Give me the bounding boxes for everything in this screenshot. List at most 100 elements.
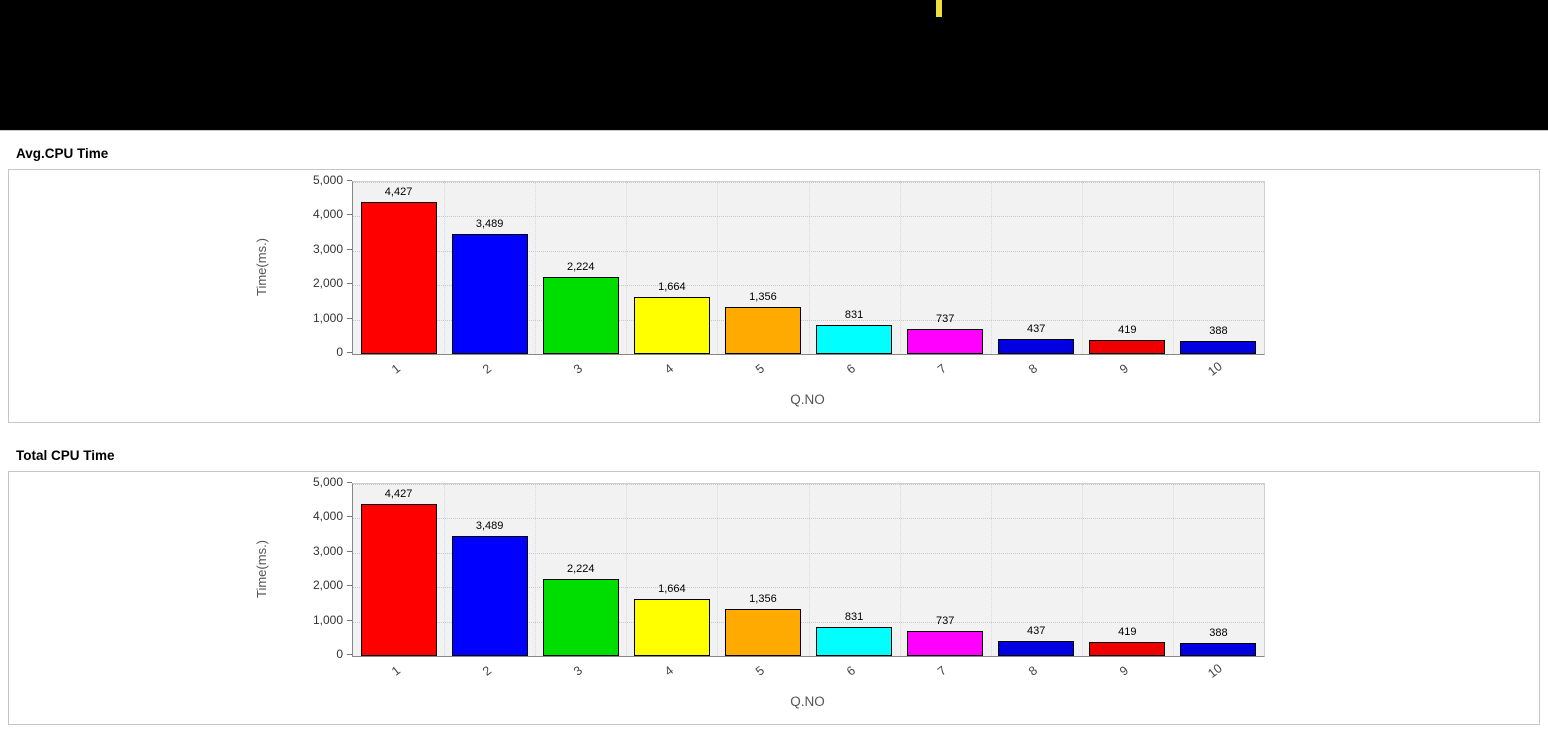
grid-line-vertical <box>444 484 446 656</box>
y-axis-title: Time(ms.) <box>254 540 269 599</box>
y-axis-tick-label: 0 <box>336 345 343 359</box>
grid-line-horizontal <box>353 552 1264 554</box>
y-axis-tick <box>347 654 352 655</box>
bar-value-label: 3,489 <box>475 519 504 532</box>
bar-value-label: 831 <box>844 309 864 322</box>
grid-line-horizontal <box>353 285 1264 287</box>
y-axis-tick-label: 3,000 <box>312 241 343 256</box>
grid-line-vertical <box>626 182 628 354</box>
bar-value-label: 1,664 <box>658 280 686 293</box>
y-axis-title: Time(ms.) <box>254 238 269 297</box>
bar <box>633 296 710 354</box>
top-banner <box>0 0 1548 131</box>
bar-value-label: 419 <box>1118 625 1137 638</box>
bar <box>542 277 619 354</box>
bar <box>998 338 1075 354</box>
y-axis-tick-label: 5,000 <box>312 173 343 187</box>
bar-value-label: 388 <box>1209 626 1228 639</box>
y-axis-tick-label: 2,000 <box>312 578 343 593</box>
bar <box>360 503 437 656</box>
y-axis-tick <box>347 482 352 483</box>
section-total-cpu-time: Total CPU Time 4,427 3,489 2,224 1,664 1,356… <box>0 448 1548 725</box>
grid-line-vertical <box>1081 182 1083 354</box>
y-axis-tick <box>347 352 352 353</box>
bar-value-label: 831 <box>844 611 864 624</box>
bar <box>907 328 984 354</box>
bar <box>816 325 893 354</box>
bar <box>724 307 801 354</box>
bar <box>1180 642 1257 656</box>
y-axis-tick <box>347 516 352 518</box>
y-axis-tick-label: 1,000 <box>312 612 343 627</box>
bar-value-label: 1,356 <box>749 593 777 606</box>
y-axis-tick-label: 2,000 <box>312 276 343 291</box>
bar-value-label: 437 <box>1027 624 1046 637</box>
bar-chart-total-cpu-time: 4,427 3,489 2,224 1,664 1,356 831 737 437 419 388… <box>9 472 1539 724</box>
grid-line-horizontal <box>353 216 1264 218</box>
plot-area: 4,427 3,489 2,224 1,664 1,356 831 737 437 419 388 <box>352 483 1265 657</box>
bar <box>633 598 710 656</box>
y-axis-tick <box>347 550 352 552</box>
y-axis-tick-label: 4,000 <box>312 509 343 524</box>
y-axis-tick-label: 3,000 <box>312 543 343 558</box>
y-axis-tick <box>347 585 352 587</box>
grid-line-horizontal <box>353 518 1264 520</box>
grid-line-horizontal <box>353 250 1264 252</box>
grid-line-vertical <box>1172 182 1174 354</box>
bar <box>451 535 528 656</box>
grid-line-vertical <box>1081 484 1083 656</box>
y-axis-tick <box>347 317 352 319</box>
bar <box>542 579 619 656</box>
bar-value-label: 3,489 <box>475 217 504 230</box>
y-axis-tick <box>347 619 352 621</box>
bar <box>1089 339 1166 354</box>
bar <box>724 609 801 656</box>
grid-line-horizontal <box>353 587 1264 589</box>
bar <box>451 233 528 354</box>
grid-line-vertical <box>626 484 628 656</box>
bar <box>1180 340 1257 354</box>
bar-chart-avg-cpu-time: 4,427 3,489 2,224 1,664 1,356 831 737 437 419 388… <box>9 170 1539 422</box>
grid-line-vertical <box>1172 484 1174 656</box>
grid-line-vertical <box>808 484 810 656</box>
bar <box>360 201 437 354</box>
bar-value-label: 1,664 <box>658 582 686 595</box>
grid-line-vertical <box>808 182 810 354</box>
bar-value-label: 737 <box>935 312 955 325</box>
bar-value-label: 2,224 <box>566 563 595 576</box>
bar-value-label: 4,427 <box>384 487 413 500</box>
grid-line-vertical <box>535 182 537 354</box>
grid-line-horizontal <box>353 484 1264 485</box>
y-axis-tick-label: 0 <box>336 647 343 661</box>
grid-line-horizontal <box>353 319 1264 321</box>
grid-line-vertical <box>717 484 719 656</box>
grid-line-horizontal <box>353 621 1264 623</box>
y-axis-tick-label: 1,000 <box>312 310 343 325</box>
x-axis-title: Q.NO <box>790 694 825 709</box>
y-axis-tick-label: 5,000 <box>312 475 343 489</box>
section-title: Total CPU Time <box>16 448 115 463</box>
section-avg-cpu-time: Avg.CPU Time 4,427 3,489 2,224 1,664 1,356 83… <box>0 146 1548 423</box>
y-axis-tick-label: 4,000 <box>312 207 343 222</box>
bar <box>1089 641 1166 656</box>
bar <box>907 630 984 656</box>
bar-value-label: 437 <box>1027 322 1046 335</box>
grid-line-vertical <box>717 182 719 354</box>
bar-value-label: 2,224 <box>566 261 595 274</box>
section-title: Avg.CPU Time <box>16 146 109 161</box>
grid-line-vertical <box>990 182 992 354</box>
bar-value-label: 1,356 <box>749 291 777 304</box>
grid-line-vertical <box>535 484 537 656</box>
report-content: Avg.CPU Time 4,427 3,489 2,224 1,664 1,356 83… <box>0 131 1548 725</box>
bar-value-label: 388 <box>1209 324 1228 337</box>
y-axis-tick <box>347 248 352 250</box>
y-axis-tick <box>347 283 352 285</box>
cursor-marker <box>936 0 942 17</box>
grid-line-vertical <box>899 484 901 656</box>
y-axis-tick <box>347 214 352 216</box>
grid-line-vertical <box>444 182 446 354</box>
bar <box>998 640 1075 656</box>
bar-value-label: 419 <box>1118 323 1137 336</box>
x-axis-title: Q.NO <box>790 392 825 407</box>
y-axis-tick <box>347 180 352 181</box>
